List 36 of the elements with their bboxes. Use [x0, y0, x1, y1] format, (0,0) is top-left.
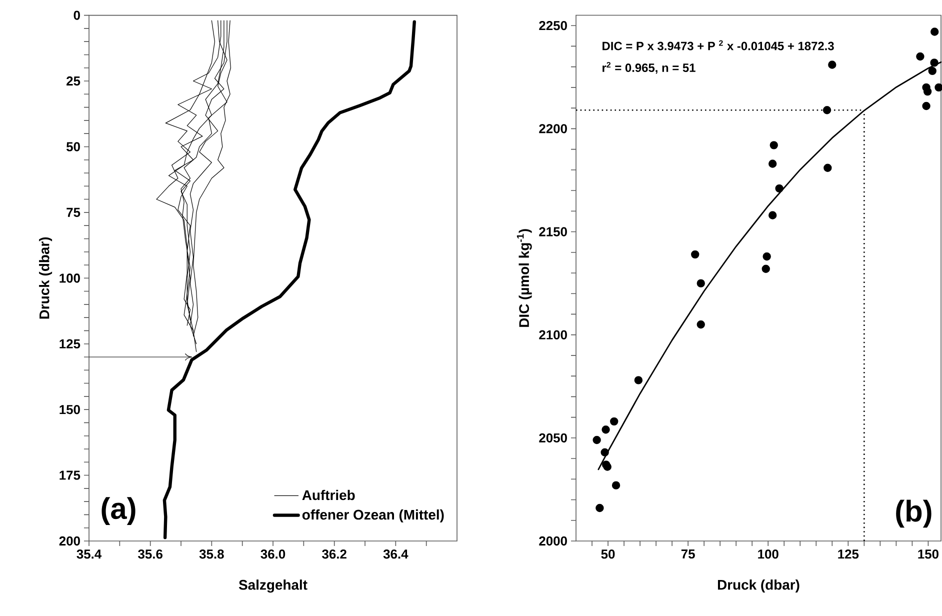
y-axis-title: DIC (µmol kg$^{-1}$)	[516, 229, 532, 327]
annotation: r$^{2}$ = 0.965, n = 51	[602, 62, 696, 74]
x-tick-label: 35.6	[138, 550, 162, 559]
y-tick-label: 2000	[539, 536, 567, 546]
y-tick-label: 200	[59, 536, 80, 546]
legend-label: Auftrieb	[302, 490, 355, 500]
x-tick-label: 35.8	[199, 550, 224, 559]
y-tick-label: 2250	[539, 21, 567, 30]
x-tick-label: 36.2	[322, 550, 346, 559]
y-axis-title: Druck (dbar)	[39, 237, 52, 319]
y-tick-label: 25	[66, 76, 80, 86]
annotation: (b)	[896, 500, 932, 528]
x-tick-label: 100	[758, 550, 778, 559]
legend-label: offener Ozean (Mittel)	[302, 509, 444, 522]
x-tick-label: 125	[838, 550, 859, 559]
x-tick-label: 50	[601, 550, 615, 559]
x-tick-label: 36.4	[383, 550, 408, 559]
y-tick-label: 50	[66, 142, 80, 152]
annotation: (a)	[102, 497, 136, 526]
x-tick-label: 36.0	[260, 550, 286, 559]
x-axis-title: Salzgehalt	[238, 580, 308, 593]
y-tick-label: 2050	[539, 433, 567, 442]
y-tick-label: 2150	[539, 227, 567, 236]
x-tick-label: 150	[918, 550, 938, 559]
y-tick-label: 2100	[539, 330, 567, 340]
x-tick-label: 35.4	[76, 550, 102, 559]
y-tick-label: 150	[60, 404, 80, 414]
y-tick-label: 125	[60, 339, 80, 348]
x-axis-title: Druck (dbar)	[718, 580, 800, 593]
y-tick-label: 0	[74, 10, 80, 20]
y-tick-label: 2200	[539, 124, 567, 134]
y-tick-label: 175	[60, 470, 80, 480]
annotation: DIC = P x 3.9473 + P $^{2}$ x -0.01045 + 1872.3	[602, 40, 834, 50]
y-tick-label: 75	[66, 208, 80, 217]
y-tick-label: 100	[60, 274, 80, 283]
x-tick-label: 75	[681, 550, 695, 559]
